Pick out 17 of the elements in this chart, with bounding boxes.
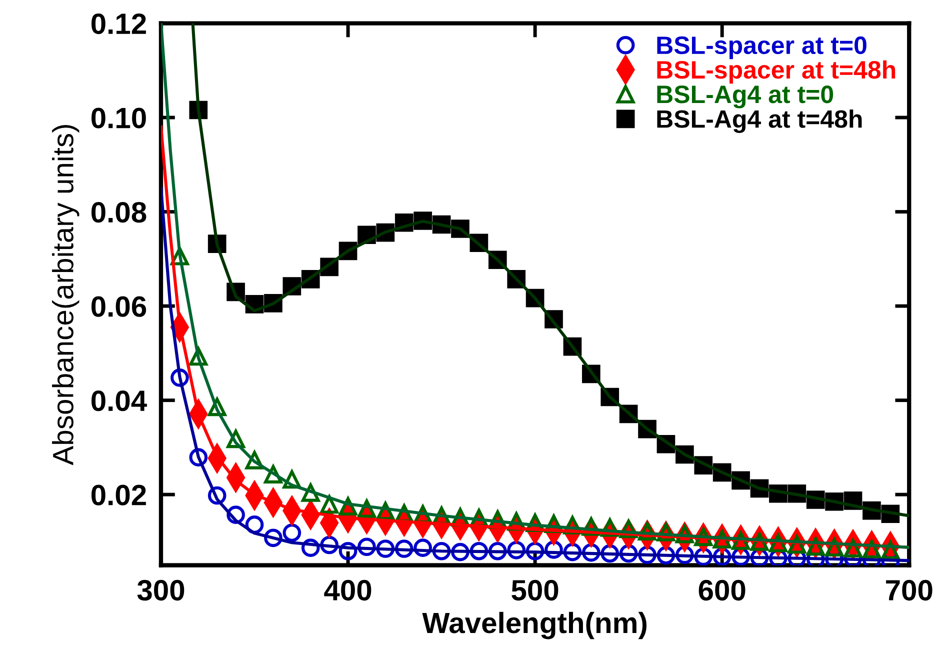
y-tick-label: 0.02 <box>91 484 146 506</box>
y-tick-label: 0.10 <box>91 108 146 128</box>
legend-label: BSL-spacer at t=48h <box>657 60 896 84</box>
x-tick-label: 400 <box>324 580 372 601</box>
y-tick-label: 0.06 <box>91 296 146 317</box>
legend-label: BSL-Ag4 at t=48h <box>657 110 862 133</box>
x-axis-title: Wavelength(nm) <box>422 612 646 640</box>
x-tick-label: 300 <box>137 580 184 601</box>
x-tick-label: 600 <box>698 580 746 601</box>
y-tick-label: 0.08 <box>91 202 146 223</box>
legend-label: BSL-spacer at t=0 <box>657 36 866 60</box>
y-axis-title: Absorbance(arbitary units) <box>52 125 80 466</box>
x-tick-label: 700 <box>886 580 932 601</box>
legend-label: BSL-Ag4 at t=0 <box>657 86 834 108</box>
y-tick-label: 0.12 <box>91 13 146 34</box>
x-tick-label: 500 <box>512 580 558 601</box>
y-tick-label: 0.04 <box>91 390 147 412</box>
